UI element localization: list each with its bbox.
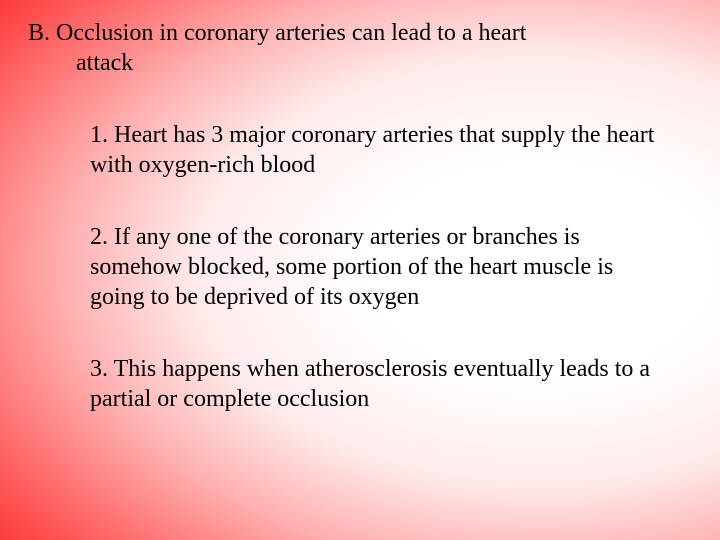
section-heading: B. Occlusion in coronary arteries can le… [28,18,670,78]
point-3: 3. This happens when atherosclerosis eve… [28,354,670,414]
heading-line-1: B. Occlusion in coronary arteries can le… [28,20,526,46]
point-1: 1. Heart has 3 major coronary arteries t… [28,120,670,180]
point-2: 2. If any one of the coronary arteries o… [28,222,670,312]
heading-line-2: attack [28,48,670,78]
slide: B. Occlusion in coronary arteries can le… [0,0,720,540]
